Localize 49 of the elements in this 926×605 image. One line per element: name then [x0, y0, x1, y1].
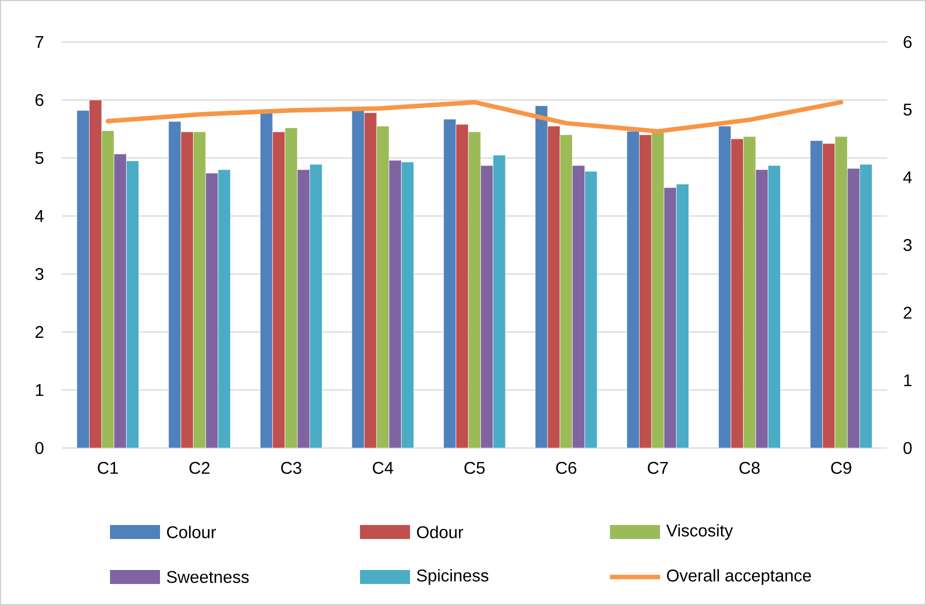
y2-tick-label: 0	[904, 442, 912, 454]
bar	[639, 134, 652, 448]
y-tick-label: 5	[35, 152, 44, 164]
legend-label: Spiciness	[416, 569, 488, 585]
bar	[730, 138, 744, 448]
y-tick-label: 7	[36, 36, 44, 48]
x-tick-label: C2	[189, 462, 210, 474]
bar	[89, 100, 102, 448]
bar	[584, 171, 598, 448]
x-tick-label: C6	[556, 462, 576, 474]
x-tick-label: C5	[464, 462, 485, 474]
y2-tick-label: 3	[904, 238, 912, 252]
bar	[126, 160, 139, 448]
bar	[492, 154, 506, 448]
legend-label: Sweetness	[166, 570, 249, 584]
legend-label: Odour	[417, 526, 464, 538]
y-tick-label: 3	[35, 268, 44, 280]
y-tick-label: 1	[36, 384, 44, 396]
legend-label: Viscosity	[666, 524, 733, 540]
y2-tick-label: 4	[903, 171, 912, 184]
y2-tick-label: 6	[904, 36, 912, 48]
x-tick-label: C1	[98, 462, 118, 474]
x-tick-label: C8	[739, 462, 760, 474]
bar	[310, 164, 322, 448]
x-tick-label: C9	[831, 462, 852, 474]
bar	[860, 164, 872, 448]
y2-tick-label: 1	[904, 374, 912, 386]
x-tick-label: C4	[372, 462, 394, 474]
y2-tick-label: 2	[904, 306, 912, 319]
x-tick-label: C3	[281, 462, 302, 474]
bar	[218, 169, 231, 448]
legend-label: Overall acceptance	[667, 569, 811, 585]
bar	[180, 132, 194, 448]
bar	[768, 165, 781, 448]
line-series	[106, 100, 844, 134]
x-tick-label: C7	[648, 462, 668, 474]
bar	[547, 126, 560, 448]
legend-label: Colour	[167, 526, 216, 538]
bar	[272, 132, 286, 448]
bar	[676, 184, 689, 448]
y-tick-label: 4	[35, 210, 44, 222]
y-tick-label: 6	[36, 94, 44, 106]
bar	[364, 112, 377, 448]
y-tick-label: 2	[36, 326, 44, 338]
y2-tick-label: 5	[904, 104, 912, 116]
y-tick-label: 0	[35, 442, 44, 454]
bar	[401, 162, 414, 448]
bar	[456, 124, 469, 448]
bar	[822, 143, 836, 448]
